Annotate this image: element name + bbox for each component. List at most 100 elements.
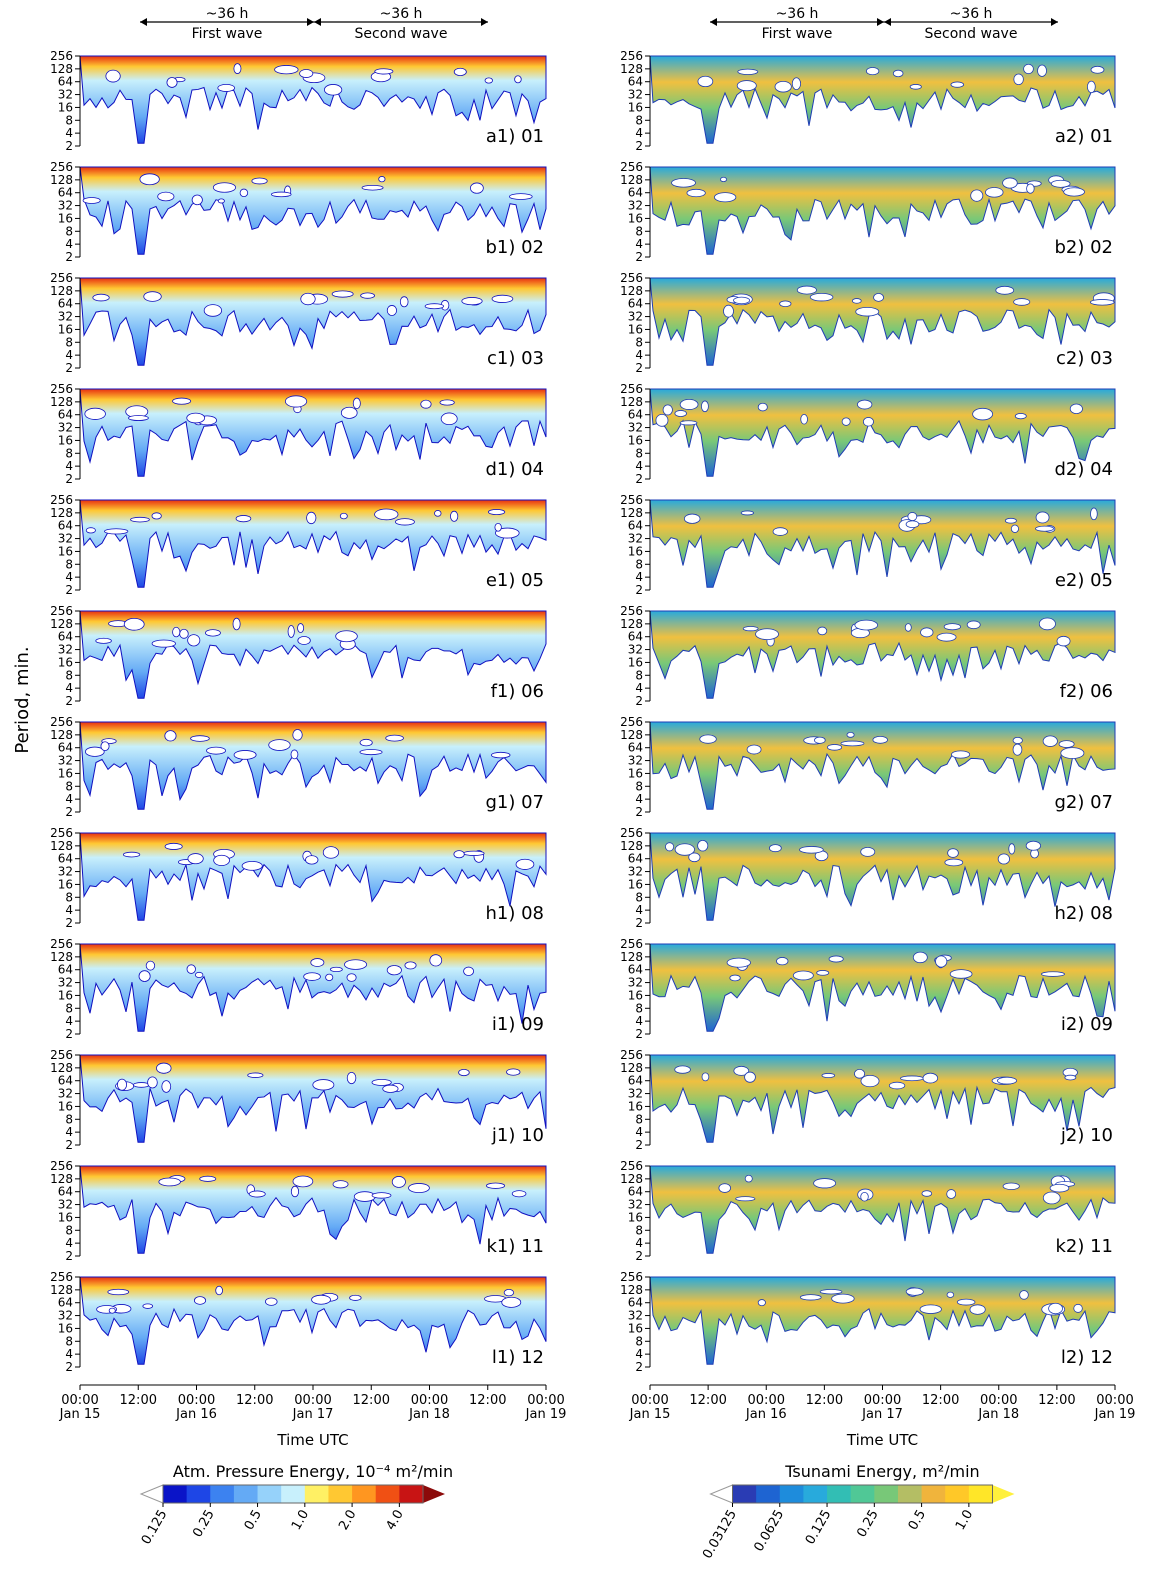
spectrum-hole (948, 849, 959, 858)
spectrum-hole (333, 1181, 348, 1188)
spectrum-hole (350, 1295, 362, 1300)
spectrum-hole (1014, 74, 1024, 85)
spectrum-hole (383, 1085, 398, 1092)
x-tick-label: 00:00 Jan 19 (506, 1394, 586, 1422)
y-tick-label: 2 (65, 583, 73, 597)
spectrum-hole (104, 529, 127, 534)
y-tick-label: 2 (635, 1360, 643, 1374)
y-tick-label: 2 (65, 472, 73, 486)
spectrum-hole (775, 81, 791, 92)
spectrum-hole (810, 293, 833, 301)
spectrum-hole (93, 294, 109, 301)
spectrum-hole (793, 971, 813, 980)
span-label: ~36 h (206, 6, 249, 22)
spectrum-hole (829, 956, 843, 962)
spectrum-hole (205, 630, 220, 636)
spectrum-hole (1003, 178, 1018, 188)
panel-label: d1) 04 (485, 459, 544, 480)
y-tick-label: 2 (65, 361, 73, 375)
spectrum-hole (719, 1184, 731, 1193)
spectrum-hole (921, 628, 933, 637)
spectrum-hole (85, 408, 106, 419)
spectrum-hole (861, 1075, 879, 1086)
spectrum-hole (146, 961, 155, 970)
spectrum-hole (313, 1080, 334, 1091)
spectrum-hole (187, 965, 196, 974)
spectrum-hole (680, 421, 697, 425)
spectrum-hole (464, 851, 485, 855)
panel-label: g2) 07 (1054, 792, 1113, 813)
spectrum-hole (117, 1079, 126, 1090)
spectrum-hole (173, 398, 191, 404)
spectrum-hole (665, 843, 673, 851)
panel-label: k1) 11 (486, 1236, 544, 1257)
panel-label: e1) 05 (486, 570, 544, 591)
spectrum-hole (738, 69, 758, 74)
colorbar-tick-label: 0.5 (242, 1508, 265, 1533)
spectrum-hole (152, 513, 161, 519)
spectrum-hole (214, 855, 230, 865)
spectrum-hole (714, 193, 735, 202)
spectrum-hole (773, 528, 787, 536)
colorbar-swatch (210, 1485, 234, 1503)
spectrum-hole (1051, 180, 1070, 187)
spectrum-hole (1065, 1075, 1076, 1080)
colorbar-swatch (780, 1485, 804, 1503)
colorbar-swatch (234, 1485, 258, 1503)
spectrum-hole (1090, 299, 1114, 305)
spectrum-hole (507, 1069, 520, 1075)
spectrum-hole (288, 626, 294, 638)
spectrum-hole (440, 400, 454, 405)
spectrum-hole (131, 517, 150, 522)
spectrum-hole (1036, 512, 1049, 523)
spectrum-hole (156, 1063, 171, 1073)
spectrum-hole (291, 1186, 298, 1197)
spectrum-fill (80, 1277, 546, 1364)
spectrum-hole (207, 747, 226, 754)
colorbar-tick-label: 0.5 (906, 1508, 929, 1533)
span-label: ~36 h (380, 6, 423, 22)
spectrum-hole (1011, 525, 1018, 533)
spectrum-hole (158, 192, 174, 201)
spectrum-hole (191, 736, 210, 742)
spectrum-hole (188, 854, 203, 864)
colorbar-over (993, 1485, 1015, 1503)
y-tick-label: 2 (65, 1027, 73, 1041)
spectrum-hole (893, 70, 903, 77)
spectrum-hole (454, 851, 464, 858)
spectrum-hole (758, 1300, 765, 1306)
panel-label: g1) 07 (485, 792, 544, 813)
spectrum-hole (913, 952, 927, 963)
spectrum-hole (814, 737, 825, 743)
spectrum-hole (900, 1076, 923, 1081)
panel-label: i2) 09 (1061, 1014, 1113, 1035)
spectrum-hole (375, 509, 398, 520)
spectrum-hole (1024, 64, 1034, 73)
panel-label: k2) 11 (1055, 1236, 1113, 1257)
y-tick-label: 2 (635, 1027, 643, 1041)
spectrum-hole (1091, 66, 1104, 73)
spectrum-hole (306, 856, 318, 865)
spectrum-hole (347, 974, 356, 982)
spectrum-hole (491, 752, 510, 758)
spectrum-hole (1005, 518, 1016, 523)
spectrum-hole (800, 1295, 821, 1300)
spectrum-fill (650, 833, 1115, 920)
spectrum-hole (165, 731, 176, 741)
spectrum-hole (492, 295, 513, 302)
spectrum-hole (847, 732, 854, 737)
x-axis-title: Time UTC (276, 1431, 348, 1449)
spectrum-hole (861, 847, 875, 856)
spectrum-hole (96, 638, 112, 643)
spectrum-fill (650, 944, 1115, 1031)
spectrum-hole (745, 1072, 756, 1082)
panel-label: l2) 12 (1061, 1347, 1113, 1368)
spectrum-hole (326, 974, 333, 981)
spectrum-hole (1014, 299, 1030, 306)
spectrum-hole (734, 297, 750, 304)
spectrum-hole (1057, 636, 1070, 646)
spectrum-hole (400, 297, 408, 307)
panel-label: a2) 01 (1055, 126, 1113, 147)
spectrum-hole (737, 81, 756, 91)
figure: 256128643216842a1) 01256128643216842b1) … (0, 0, 1173, 1595)
